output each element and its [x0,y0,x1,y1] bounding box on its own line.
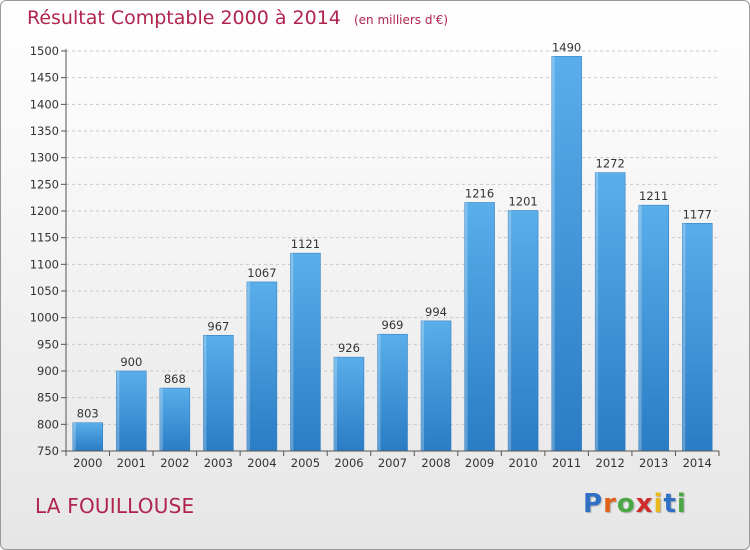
bar [159,387,191,452]
x-tick-label: 2005 [291,456,320,470]
chart-unit: (en milliers d'€) [353,13,449,27]
y-tick-label: 1000 [30,311,59,325]
data-label: 1272 [596,157,625,171]
bar-highlight [72,422,76,451]
data-label: 1201 [508,194,537,208]
bar-highlight [377,334,381,451]
y-tick-label: 1150 [30,231,59,245]
x-tick-label: 2002 [160,456,189,470]
chart-title-text: Résultat Comptable 2000 à 2014 [27,7,341,29]
x-tick-label: 2000 [73,456,102,470]
x-tick-label: 2013 [639,456,668,470]
x-tick-label: 2004 [247,456,276,470]
data-label: 969 [382,318,404,332]
bar [638,204,669,452]
y-tick-label: 900 [37,364,59,378]
bar-highlight [333,357,337,451]
y-tick-label: 1200 [30,204,59,218]
bar-highlight [551,56,555,451]
bar [72,422,104,452]
bar-highlight [421,320,425,451]
x-tick-label: 2014 [683,456,712,470]
bar [464,202,495,452]
y-tick-label: 1250 [30,177,59,191]
data-label: 926 [338,341,360,355]
city-name: LA FOUILLOUSE [35,494,195,518]
bar [333,356,365,452]
y-tick-label: 950 [37,337,59,351]
x-tick-label: 2011 [552,456,581,470]
x-tick-label: 2010 [508,456,537,470]
data-label: 1211 [639,189,668,203]
y-tick-label: 1100 [30,257,59,271]
logo-letter: i [676,489,687,519]
logo-letter: o [616,489,636,519]
y-tick-label: 1050 [30,284,59,298]
bar [116,370,147,452]
data-label: 1490 [552,40,581,54]
logo-letter: t [663,489,677,519]
bar [681,223,713,452]
logo-letter: P [583,489,604,519]
bar [420,320,452,452]
bars: 803 900 868 967 1067 1121 926 969 994 1216 1201 149… [72,40,713,452]
x-tick-label: 2008 [421,456,450,470]
x-tick-label: 2009 [465,456,494,470]
y-tick-label: 850 [37,391,59,405]
proxiti-logo[interactable]: Proxiti [583,489,687,519]
bar-highlight [464,202,468,451]
x-tick-label: 2006 [334,456,363,470]
bar [290,252,321,452]
y-tick-label: 1350 [30,124,59,138]
y-tick-label: 1500 [30,44,59,58]
y-tick-label: 800 [37,417,59,431]
y-tick-label: 1300 [30,151,59,165]
y-axis: 750 800 850 900 950 1000 1050 1100 1150 1200 1250 1… [30,44,67,458]
bar-highlight [290,253,294,451]
bar-highlight [159,388,163,451]
x-tick-label: 2012 [596,456,625,470]
y-tick-label: 1400 [30,97,59,111]
data-label: 868 [164,372,186,386]
data-label: 900 [120,355,142,369]
bar [246,281,278,452]
data-label: 1067 [247,266,276,280]
logo-letter: r [603,489,617,519]
x-tick-label: 2007 [378,456,407,470]
y-tick-label: 750 [37,444,59,458]
data-label: 967 [207,319,229,333]
logo-letter: i [653,489,664,519]
data-label: 1121 [291,237,320,251]
data-label: 994 [425,305,447,319]
bar-highlight [595,172,599,451]
y-tick-label: 1450 [30,71,59,85]
bar [551,56,582,452]
bar-highlight [508,210,512,451]
data-label: 1177 [683,207,712,221]
bar-highlight [203,335,207,451]
bar-highlight [246,281,250,451]
bar-highlight [682,223,686,451]
logo-letter: x [635,489,654,519]
chart-title: Résultat Comptable 2000 à 2014 (en milli… [27,7,448,29]
x-axis: 2000 2001 2002 2003 2004 2005 2006 2007 2008 2009… [65,450,720,470]
data-label: 1216 [465,186,494,200]
bar-highlight [116,371,120,451]
bar [203,335,234,452]
bar [594,172,626,452]
x-tick-label: 2001 [117,456,146,470]
data-label: 803 [77,407,99,421]
bar-highlight [638,205,642,451]
bar [377,333,408,452]
bar [507,210,539,452]
x-tick-label: 2003 [204,456,233,470]
